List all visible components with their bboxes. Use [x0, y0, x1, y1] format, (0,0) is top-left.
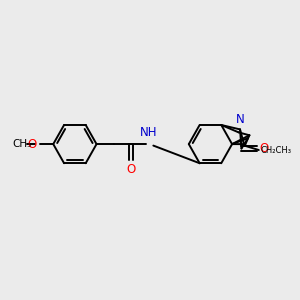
Text: NH: NH — [140, 126, 157, 139]
Text: O: O — [27, 138, 37, 151]
Text: CH₃: CH₃ — [12, 139, 31, 149]
Text: N: N — [236, 113, 245, 126]
Text: CH₂CH₃: CH₂CH₃ — [260, 146, 291, 154]
Text: O: O — [127, 163, 136, 176]
Text: O: O — [260, 142, 269, 155]
